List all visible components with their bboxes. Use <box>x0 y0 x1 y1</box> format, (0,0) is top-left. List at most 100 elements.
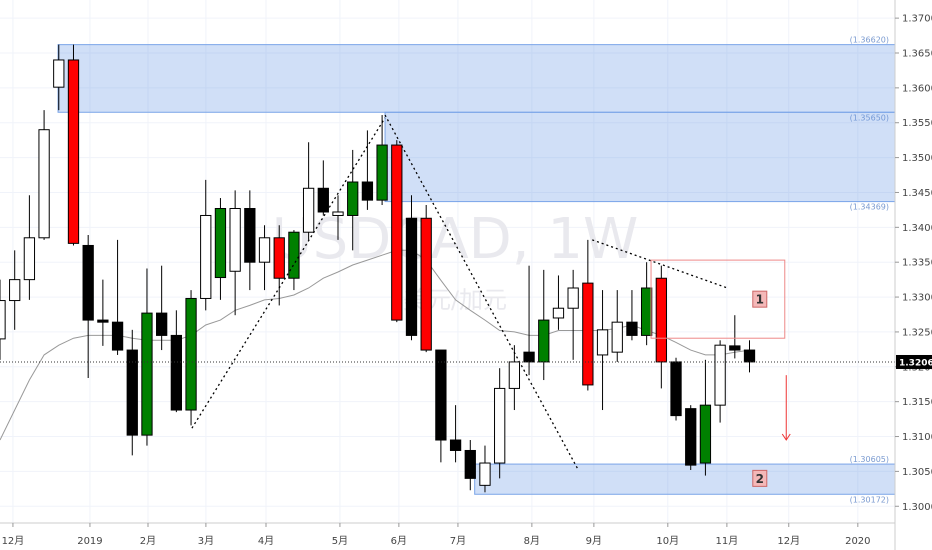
zone-label: (1.30605) <box>850 455 889 464</box>
candle-body <box>302 187 315 233</box>
x-tick-label: 9月 <box>586 535 602 547</box>
candle-body <box>347 181 359 216</box>
x-tick-label: 3月 <box>198 535 214 547</box>
candle-body <box>552 307 565 319</box>
candle-body <box>464 449 476 479</box>
candle-body <box>229 208 241 272</box>
candle-body <box>405 217 418 336</box>
candle-body <box>38 129 50 239</box>
trend-line <box>191 117 386 429</box>
trend-line <box>384 114 579 469</box>
candle-body <box>200 214 212 299</box>
y-tick-label: 1.31000 <box>902 432 932 443</box>
x-tick-label: 6月 <box>391 535 407 547</box>
candle-body <box>185 297 197 411</box>
y-tick-label: 1.37000 <box>902 14 932 25</box>
candles <box>0 44 756 493</box>
zone <box>57 44 895 113</box>
candle-body <box>699 404 712 464</box>
y-tick-label: 1.30000 <box>902 502 932 513</box>
candle-body <box>23 237 36 281</box>
arrow-head <box>781 433 791 441</box>
x-tick-label: 2月 <box>140 535 156 547</box>
zone-label: (1.35650) <box>850 113 889 122</box>
y-tick-label: 1.36000 <box>902 83 932 94</box>
candle-body <box>596 329 609 356</box>
x-tick-label: 11月 <box>716 535 739 547</box>
y-tick-label: 1.30500 <box>902 467 932 478</box>
marker-box <box>752 290 768 308</box>
candle-body <box>0 300 6 340</box>
candle-body <box>273 237 285 279</box>
marker-label: 2 <box>756 472 764 486</box>
candle-body <box>391 144 403 321</box>
candle-body <box>9 279 21 302</box>
candle-body <box>258 237 271 263</box>
y-tick-label: 1.33000 <box>902 293 932 304</box>
drawings: 12 <box>0 114 895 487</box>
candle-body <box>655 277 667 363</box>
candle-body <box>170 334 182 411</box>
y-tick-label: 1.35500 <box>902 118 932 129</box>
last-price-label: 1.32069 <box>899 358 932 368</box>
watermark: USDCAD, 1W 美元/加元 <box>272 207 639 314</box>
candle-body <box>97 319 109 323</box>
zone-label: (1.34369) <box>850 203 889 212</box>
candle-body <box>538 319 550 363</box>
candle-body <box>244 208 256 263</box>
candle-body <box>567 287 579 309</box>
candle-body <box>420 217 432 351</box>
candle-body <box>126 349 138 436</box>
x-tick-label: 12月 <box>777 535 800 547</box>
candle-body <box>743 349 756 363</box>
x-tick-label: 10月 <box>656 535 679 547</box>
candle-body <box>141 312 153 436</box>
x-tick-label: 4月 <box>258 535 274 547</box>
y-tick-label: 1.36500 <box>902 48 932 59</box>
last-price-box <box>896 354 932 369</box>
candle-body <box>67 59 80 244</box>
candle-body <box>714 344 726 406</box>
marker-label: 1 <box>756 293 764 307</box>
candle-body <box>214 208 227 279</box>
candle-body <box>53 59 65 88</box>
watermark-title: USDCAD, 1W <box>272 207 639 272</box>
candle-body <box>611 321 623 353</box>
candle-body <box>156 312 168 336</box>
candle-body <box>523 351 535 363</box>
y-tick-label: 1.31500 <box>902 397 932 408</box>
x-tick-label: 2019 <box>77 536 102 547</box>
candle-body <box>317 187 329 213</box>
x-tick-label: 5月 <box>332 535 348 547</box>
x-tick-label: 7月 <box>450 535 466 547</box>
candle-body <box>449 439 462 451</box>
trend-line <box>592 239 728 289</box>
candle-body <box>111 321 124 351</box>
x-tick-label: 12月 <box>2 535 25 547</box>
watermark-subtitle: 美元/加元 <box>403 286 507 314</box>
zones: (1.36620) (1.35650) (1.34369) (1.30605) (1.3… <box>57 36 895 504</box>
candle-body <box>685 408 697 466</box>
zone-label: (1.36620) <box>850 36 889 45</box>
candle-body <box>494 387 506 464</box>
candle-body <box>729 345 741 351</box>
y-tick-label: 1.34000 <box>902 223 932 234</box>
moving-average <box>0 249 750 441</box>
y-tick-label: 1.32500 <box>902 327 932 338</box>
y-tick-label: 1.34500 <box>902 188 932 199</box>
candle-body <box>479 462 491 486</box>
x-tick-label: 2020 <box>845 536 870 547</box>
candle-body <box>332 211 344 216</box>
candle-body <box>582 282 594 386</box>
zone-label: (1.30172) <box>850 495 889 504</box>
candle-body <box>626 321 638 336</box>
x-tick-label: 8月 <box>524 535 540 547</box>
range-box <box>650 259 786 339</box>
candle-body <box>435 349 447 441</box>
y-tick-label: 1.33500 <box>902 258 932 269</box>
candle-body <box>508 361 521 389</box>
candle-body <box>640 287 653 336</box>
ma-line <box>0 249 750 441</box>
zone <box>384 111 895 203</box>
